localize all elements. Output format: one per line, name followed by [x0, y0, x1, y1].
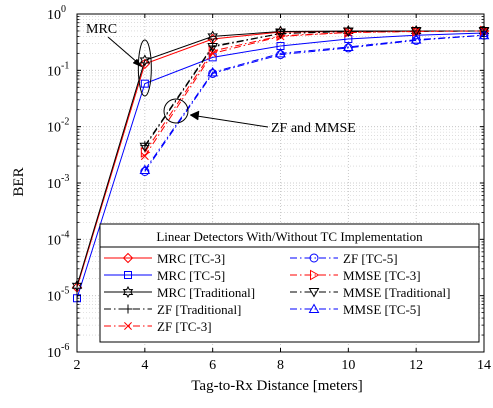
- mrc-callout-arrow: [107, 36, 139, 64]
- marker-triangle-up: [410, 34, 422, 44]
- marker-triangle-down: [342, 27, 354, 37]
- legend-entry-mrc-tc-5: MRC [TC-5]: [104, 268, 225, 283]
- mrc-callout-ellipse: [137, 39, 152, 97]
- x-tick-label: 2: [74, 358, 81, 373]
- marker-triangle-up: [342, 41, 354, 51]
- annotations: MRC ZF and MMSE: [86, 22, 356, 136]
- marker-triangle-down: [139, 142, 151, 153]
- zf-mmse-callout-circle: [163, 98, 189, 124]
- legend-entry-zf-tc-5: ZF [TC-5]: [290, 251, 398, 266]
- marker-hexagram: [122, 285, 134, 299]
- marker-circle: [309, 253, 319, 263]
- marker-hexagram: [139, 54, 151, 67]
- marker-triangle-right: [208, 45, 219, 57]
- legend-label-mrc-traditional: MRC [Traditional]: [157, 285, 255, 300]
- legend-entry-mmse-traditional: MMSE [Traditional]: [290, 285, 451, 300]
- legend-label-zf-tc-5: ZF [TC-5]: [343, 251, 398, 266]
- legend-label-mmse-tc-5: MMSE [TC-5]: [343, 302, 421, 317]
- marker-circle: [343, 43, 353, 53]
- marker-triangle-down: [207, 42, 219, 53]
- marker-triangle-down: [275, 29, 286, 40]
- annotation-zf-mmse: ZF and MMSE: [271, 121, 356, 136]
- legend-label-zf-tc-3: ZF [TC-3]: [157, 319, 212, 334]
- marker-triangle-up: [207, 66, 219, 77]
- zf-mmse-callout-arrowhead: [189, 110, 200, 121]
- marker-hexagram: [207, 30, 218, 43]
- marker-plus: [123, 304, 133, 314]
- x-tick-label: 10: [341, 358, 355, 373]
- legend-label-mrc-tc-3: MRC [TC-3]: [157, 251, 225, 266]
- series-line-mmse-tc-5: [144, 34, 485, 171]
- marker-triangle-up: [139, 164, 151, 175]
- marker-triangle-up: [308, 303, 320, 313]
- legend-label-mmse-tc-3: MMSE [TC-3]: [343, 268, 421, 283]
- marker-circle: [140, 167, 150, 177]
- legend-entry-zf-traditional: ZF [Traditional]: [104, 302, 241, 317]
- mrc-callout-arrowhead: [132, 58, 143, 68]
- legend-entry-zf-tc-3: ZF [TC-3]: [104, 319, 212, 334]
- legend-entry-mrc-tc-3: MRC [TC-3]: [104, 251, 225, 266]
- marker-circle: [208, 68, 218, 78]
- marker-triangle-up: [275, 47, 286, 58]
- series-line-mmse-traditional: [144, 30, 484, 148]
- legend: Linear Detectors With/Without TC Impleme…: [99, 223, 480, 343]
- zf-mmse-callout-arrow: [196, 115, 269, 128]
- legend-label-mrc-tc-5: MRC [TC-5]: [157, 268, 225, 283]
- legend-entry-mmse-tc-5: MMSE [TC-5]: [290, 302, 421, 317]
- marker-x: [344, 28, 353, 37]
- legend-entry-mrc-traditional: MRC [Traditional]: [104, 285, 255, 300]
- marker-triangle-down: [308, 288, 320, 298]
- x-tick-label: 14: [477, 358, 491, 373]
- x-tick-label: 6: [209, 358, 216, 373]
- series-line-zf-tc-5: [144, 34, 485, 172]
- marker-square: [124, 271, 132, 279]
- marker-triangle-down: [410, 26, 422, 37]
- marker-x: [124, 322, 132, 330]
- x-tick-label: 8: [277, 358, 284, 373]
- x-tick-label: 12: [409, 358, 423, 373]
- y-axis-label: BER: [11, 167, 27, 196]
- legend-title: Linear Detectors With/Without TC Impleme…: [156, 229, 423, 244]
- series-group: [71, 24, 490, 303]
- legend-label-mmse-traditional: MMSE [Traditional]: [343, 285, 451, 300]
- marker-triangle-right: [310, 269, 320, 281]
- marker-square: [140, 79, 149, 88]
- legend-entry-mmse-tc-3: MMSE [TC-3]: [290, 268, 421, 283]
- x-axis-label: Tag-to-Rx Distance [meters]: [191, 378, 362, 394]
- legend-label-zf-traditional: ZF [Traditional]: [157, 302, 241, 317]
- marker-diamond: [122, 252, 134, 264]
- x-tick-label: 4: [141, 358, 148, 373]
- annotation-mrc: MRC: [86, 22, 117, 37]
- legend-box: [99, 223, 480, 343]
